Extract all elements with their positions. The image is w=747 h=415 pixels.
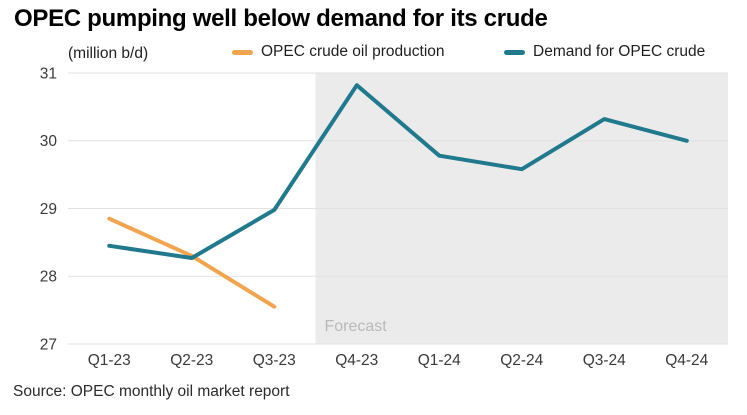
legend-label-demand: Demand for OPEC crude xyxy=(533,43,706,60)
y-axis-unit-label: (million b/d) xyxy=(68,45,149,62)
line-chart: 27 28 29 30 31 Forecast Q1-23 Q2-23 Q3-23 Q4-23 Q1… xyxy=(40,65,728,369)
production-line-swatch-icon xyxy=(232,49,253,55)
production-line xyxy=(107,216,277,309)
chart-title: OPEC pumping well below demand for its c… xyxy=(14,5,548,32)
x-tick-label: Q2-23 xyxy=(170,352,213,369)
x-tick-label: Q4-23 xyxy=(335,352,378,369)
demand-line-swatch-icon xyxy=(504,49,525,55)
x-tick-label: Q4-24 xyxy=(665,352,708,369)
x-tick-label: Q3-24 xyxy=(583,352,626,369)
y-tick-label: 27 xyxy=(40,336,57,353)
x-tick-label: Q3-23 xyxy=(253,352,296,369)
forecast-label: Forecast xyxy=(325,318,388,335)
demand-line xyxy=(107,83,689,260)
source-note: Source: OPEC monthly oil market report xyxy=(13,383,290,400)
legend-item-production: OPEC crude oil production xyxy=(232,43,445,61)
x-tick-label: Q1-24 xyxy=(418,352,461,369)
legend-label-production: OPEC crude oil production xyxy=(261,43,445,60)
legend-item-demand: Demand for OPEC crude xyxy=(504,43,705,61)
y-tick-label: 28 xyxy=(40,269,57,286)
y-tick-label: 31 xyxy=(40,65,57,82)
x-tick-label: Q1-23 xyxy=(88,352,131,369)
x-tick-label: Q2-24 xyxy=(500,352,543,369)
y-tick-label: 30 xyxy=(40,133,58,150)
y-tick-label: 29 xyxy=(40,201,57,218)
